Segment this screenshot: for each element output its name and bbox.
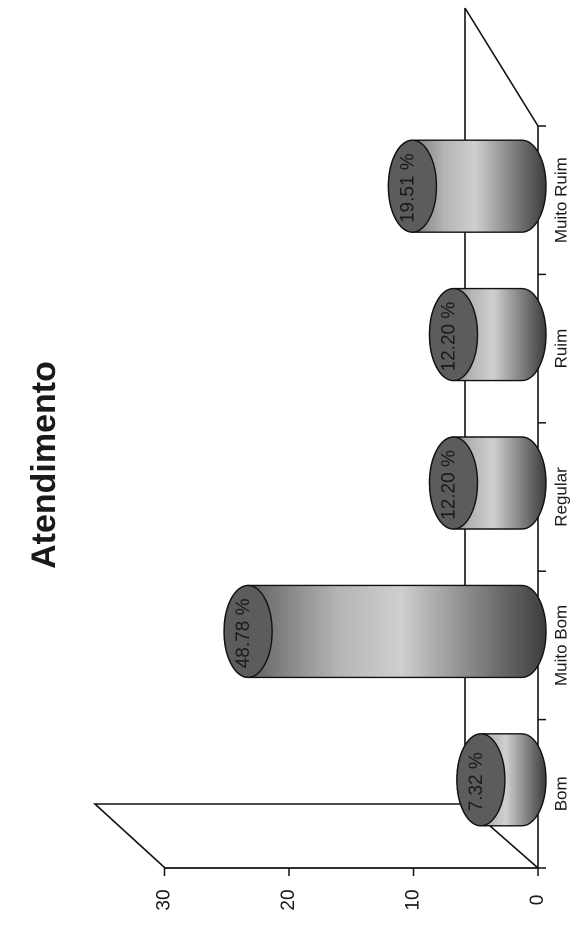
- category-label: Muito Ruim: [551, 157, 570, 243]
- data-label: 19.51 %: [397, 153, 418, 223]
- value-tick-label: 30: [154, 889, 175, 910]
- bar: [428, 287, 547, 382]
- bar-cap: [456, 733, 506, 827]
- category-axis: Bom Muito Bom Regular Ruim Muito Ruim: [538, 125, 570, 869]
- category-label: Regular: [551, 467, 570, 527]
- value-axis: 0 10 20 30: [154, 868, 548, 911]
- data-label: 12.20 %: [439, 450, 460, 520]
- bar: [428, 436, 547, 530]
- data-label: 12.20 %: [439, 302, 460, 372]
- bar: [387, 139, 547, 233]
- bar-cap: [428, 287, 479, 382]
- category-label: Ruim: [551, 329, 570, 369]
- bar: [223, 584, 547, 679]
- chart-title: Atendimento: [25, 361, 63, 569]
- category-label: Muito Bom: [551, 605, 570, 686]
- category-label: Bom: [551, 776, 570, 811]
- bar-cap: [223, 584, 273, 679]
- value-tick-label: 10: [403, 889, 424, 910]
- bar-cap: [387, 139, 438, 233]
- value-tick-label: 20: [278, 889, 299, 910]
- value-tick-label: 0: [527, 895, 548, 906]
- data-label: 7.32 %: [466, 752, 487, 811]
- bar-cap: [428, 436, 479, 530]
- floor-far-edge: [464, 7, 539, 127]
- bar: [456, 733, 547, 827]
- bars: 7.32 % 48.78 % 12.20 % 12.20 % 19.51 %: [223, 139, 547, 827]
- data-label: 48.78 %: [233, 598, 254, 668]
